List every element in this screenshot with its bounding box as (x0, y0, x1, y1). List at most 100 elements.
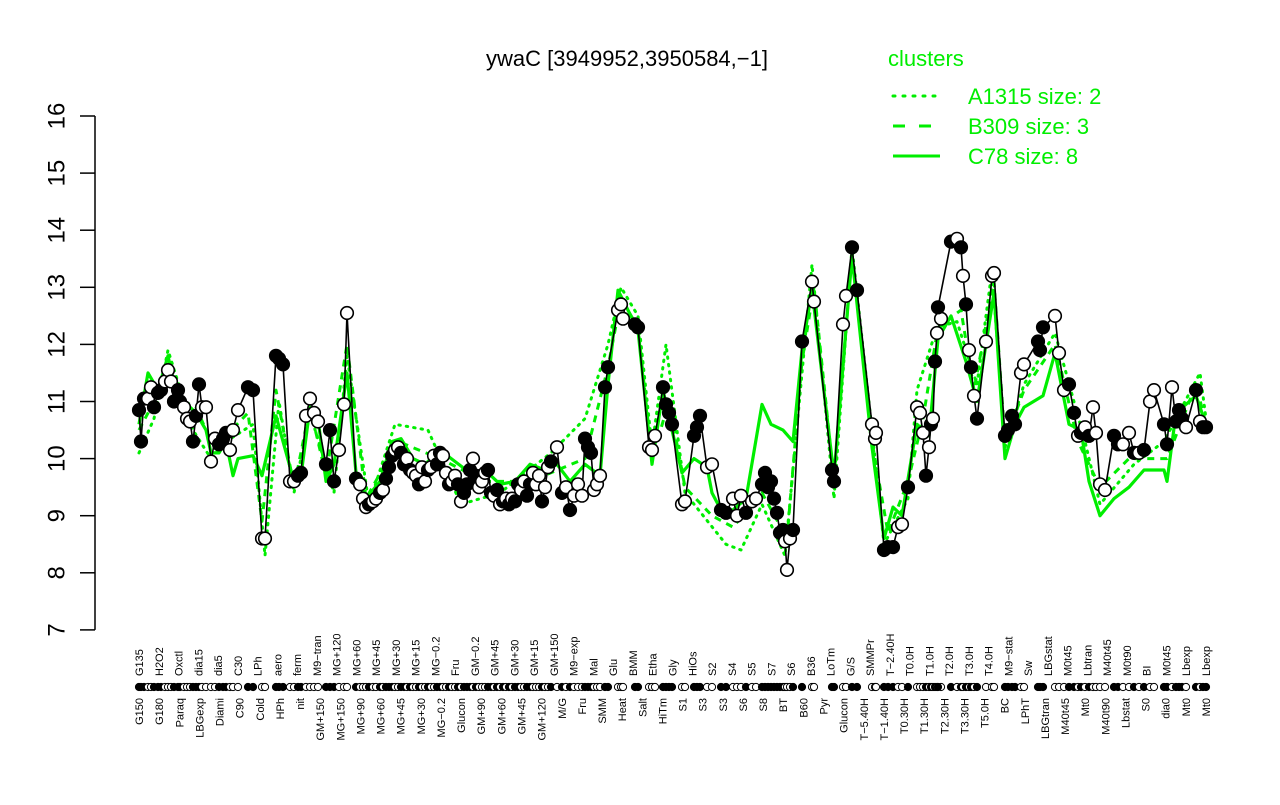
y-tick-label: 7 (43, 623, 70, 636)
x-tick-label: S0 (1141, 698, 1153, 711)
open-point (592, 468, 608, 483)
x-tick-label: Mt0 (1080, 698, 1092, 716)
x-tick-label: MG+30 (416, 698, 428, 734)
open-point (1051, 345, 1067, 361)
x-marker (633, 682, 643, 692)
x-tick-label: LBGexp (194, 698, 206, 738)
x-tick-label: Heat (617, 698, 629, 721)
open-point (574, 488, 590, 503)
filled-point (583, 445, 599, 461)
x-tick-label: T2.0H (944, 646, 956, 676)
x-tick-label: T−5.40H (859, 698, 871, 741)
x-tick-label: LPh (253, 656, 265, 676)
filled-point (543, 454, 559, 469)
open-point (868, 425, 884, 441)
x-tick-label: dia5 (213, 655, 225, 676)
filled-point (597, 380, 613, 395)
y-axis: 7 8 9 10 11 12 13 14 15 16 (43, 103, 96, 637)
x-tick-label: Lbtran (1082, 645, 1094, 676)
filled-point (133, 434, 149, 449)
filled-point (1032, 343, 1048, 358)
filled-point (318, 457, 334, 472)
open-point (955, 268, 971, 284)
open-point (966, 388, 982, 403)
x-marker (1038, 682, 1048, 692)
x-tick-label: S5 (747, 663, 759, 676)
filled-point (661, 405, 677, 421)
x-tick-label: S4 (727, 663, 739, 676)
open-point (1088, 425, 1104, 441)
x-marker (797, 682, 807, 692)
x-tick-label: T0.30H (899, 698, 911, 734)
x-marker (903, 682, 913, 692)
filled-point (849, 283, 865, 298)
filled-point (131, 403, 147, 418)
x-tick-label: SMM (597, 698, 609, 724)
x-tick-label: dia0 (1161, 698, 1173, 719)
filled-point (1198, 420, 1214, 435)
filled-point (480, 462, 496, 478)
x-tick-label: dia15 (193, 649, 205, 676)
x-tick-label: S3 (718, 698, 730, 711)
x-tick-label: GM+90 (476, 698, 488, 734)
x-marker (721, 682, 731, 692)
x-marker (989, 682, 999, 692)
x-tick-label: T−1.40H (879, 698, 891, 741)
open-point (1146, 383, 1162, 398)
x-tick-label: T−2.40H (885, 633, 897, 676)
x-tick-label: M0t45 (1162, 645, 1174, 676)
x-tick-label: MG−0.2 (436, 698, 448, 737)
x-tick-label: HiOs (687, 651, 699, 676)
x-tick-label: MG+60 (351, 640, 363, 676)
open-point (779, 562, 795, 578)
x-tick-label: Mt0 (1181, 698, 1193, 716)
x-tick-label: BT (778, 698, 790, 712)
x-tick-label: MG+150 (335, 698, 347, 741)
x-tick-label: M9−stat (1003, 637, 1015, 676)
x-tick-label: H2O2 (154, 647, 166, 676)
x-marker (603, 682, 613, 692)
x-tick-label: LBGtran (1040, 698, 1052, 739)
x-marker (707, 682, 717, 692)
x-tick-label: nit (295, 698, 307, 710)
x-tick-label: S7 (766, 663, 778, 676)
filled-point (738, 505, 754, 520)
filled-point (185, 434, 201, 449)
x-marker (248, 682, 258, 692)
open-point (225, 423, 241, 438)
filled-point (507, 494, 523, 509)
cluster-line-dotted (137, 245, 1208, 558)
x-tick-label: Paraq (174, 698, 186, 727)
x-marker (1019, 682, 1029, 692)
filled-point (245, 383, 261, 398)
open-point (978, 334, 994, 349)
open-point (1121, 425, 1137, 441)
x-tick-label: MG+45 (396, 698, 408, 734)
open-point (465, 451, 481, 466)
filled-point (293, 465, 309, 481)
open-point (961, 343, 977, 358)
x-tick-label: GM+45 (517, 698, 529, 734)
open-point (644, 442, 660, 458)
y-tick-label: 12 (43, 331, 70, 358)
x-marker (1149, 682, 1159, 692)
open-point (921, 440, 937, 455)
legend-entry-c78: C78 size: 8 (968, 144, 1078, 169)
x-tick-label: LPhT (1020, 698, 1032, 725)
open-point (1047, 308, 1063, 324)
open-point (417, 474, 433, 489)
x-axis: G135 H2O2 Oxctl dia15 dia5 C30 LPh aero ferm M9−t… (134, 633, 1213, 740)
open-point (615, 311, 631, 326)
x-tick-label: Lbstat (1121, 698, 1133, 728)
x-marker (829, 682, 839, 692)
x-tick-label: T5.0H (980, 698, 992, 728)
filled-point (785, 522, 801, 538)
x-tick-label: G150 (134, 698, 146, 725)
filled-point (1188, 383, 1204, 398)
x-tick-label: Fru (577, 698, 589, 715)
open-point (933, 311, 949, 326)
filled-point (826, 474, 842, 489)
filled-point (900, 480, 916, 495)
